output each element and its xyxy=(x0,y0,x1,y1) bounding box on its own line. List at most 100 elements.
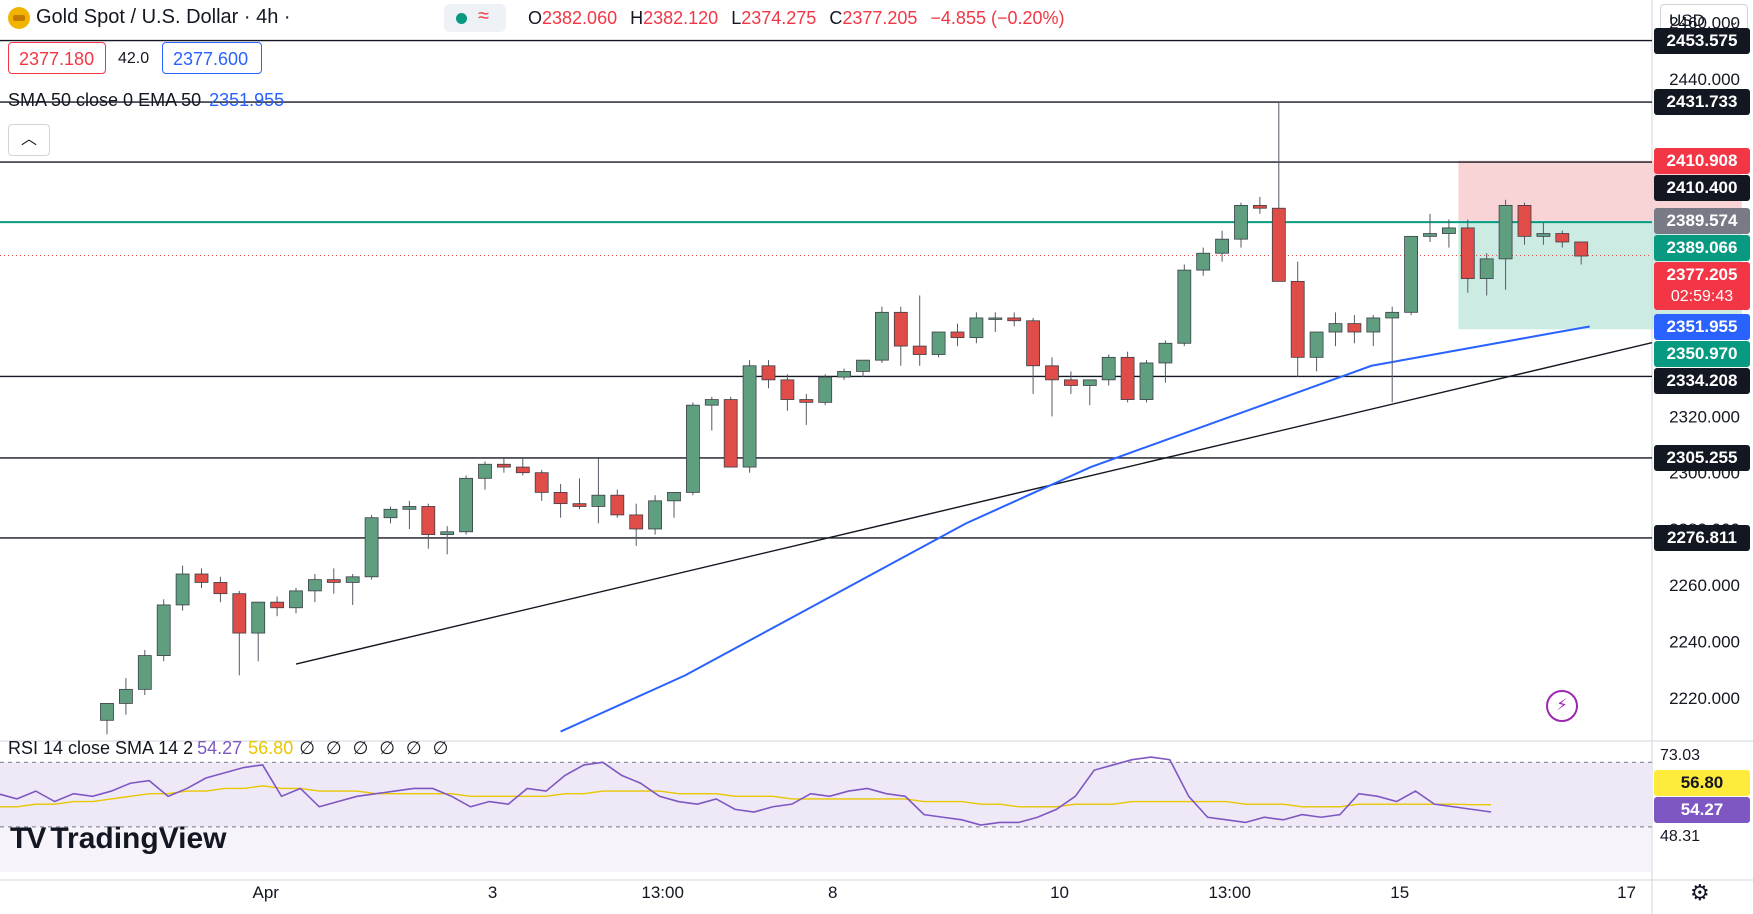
candle xyxy=(553,491,568,505)
candle xyxy=(1347,323,1362,333)
candle xyxy=(1460,227,1475,279)
time-axis-tick: Apr xyxy=(253,883,280,902)
candle xyxy=(1026,320,1040,367)
candle xyxy=(1423,233,1437,237)
candle xyxy=(761,365,776,381)
collapse-legend-button[interactable]: ︿ xyxy=(8,124,50,156)
candle xyxy=(704,399,719,406)
candle xyxy=(648,500,662,530)
candle xyxy=(875,311,889,361)
bar-countdown: 02:59:43 xyxy=(1670,287,1734,305)
tradingview-logo[interactable]: TV TradingView xyxy=(10,822,227,856)
candle xyxy=(1045,365,1059,381)
candle xyxy=(459,477,474,533)
time-axis-tick: 3 xyxy=(488,883,497,902)
trendline xyxy=(295,341,1653,665)
candle xyxy=(307,579,322,592)
gold-symbol-icon xyxy=(8,6,30,29)
last-price-value: 2377.205 xyxy=(1666,264,1738,284)
gear-icon[interactable]: ⚙ xyxy=(1690,880,1710,905)
time-axis-tick: 13:00 xyxy=(1208,883,1251,902)
ohlc-high: 2382.120 xyxy=(643,8,719,28)
candle xyxy=(1158,342,1173,364)
rsi-sma-line xyxy=(0,785,1492,808)
price-axis-tick: 2220.000 xyxy=(1669,689,1740,708)
alert-lightning-icon[interactable]: ⚡ xyxy=(1546,690,1578,722)
candle xyxy=(1574,241,1589,257)
candle xyxy=(1082,379,1097,386)
candle xyxy=(1404,235,1418,313)
candle xyxy=(591,494,606,507)
candle xyxy=(837,371,851,378)
candle xyxy=(1007,317,1022,322)
teal-line-price-label: 2389.066 xyxy=(1654,234,1750,261)
candle xyxy=(1101,356,1116,381)
candle xyxy=(364,517,379,578)
spread-value: 42.0 xyxy=(118,50,150,67)
candle xyxy=(988,317,1003,320)
rsi-sma-axis-label: 56.80 xyxy=(1654,770,1750,796)
stop-loss-price-label: 2410.908 xyxy=(1654,147,1750,174)
candle xyxy=(818,376,833,403)
rsi-axis-label: 54.27 xyxy=(1654,797,1750,823)
candle xyxy=(383,508,398,519)
candle xyxy=(289,590,303,609)
sell-price-button[interactable]: 2377.180 xyxy=(8,42,106,74)
price-label-2431: 2431.733 xyxy=(1654,89,1750,116)
candle xyxy=(931,331,946,355)
ohlc-open: 2382.060 xyxy=(542,8,618,28)
candle xyxy=(1177,269,1192,344)
symbol-title[interactable]: Gold Spot / U.S. Dollar · 4h · xyxy=(8,6,291,29)
entry-price-label: 2389.574 xyxy=(1654,207,1750,234)
candle xyxy=(1215,238,1229,254)
market-status-pill[interactable]: ≈ xyxy=(444,4,506,32)
candle xyxy=(421,506,436,536)
candle xyxy=(1234,204,1248,240)
ema-price-label: 2351.955 xyxy=(1654,313,1750,340)
indicator-legend[interactable]: SMA 50 close 0 EMA 50 2351.955 xyxy=(8,90,284,111)
candle xyxy=(629,514,644,530)
candle xyxy=(326,579,341,583)
price-label-2453: 2453.575 xyxy=(1654,27,1750,54)
rsi-lower-fill xyxy=(0,826,1652,872)
currency-value: USD xyxy=(1669,11,1705,30)
candle xyxy=(270,601,285,609)
rsi-legend[interactable]: RSI 14 close SMA 14 2 54.27 56.80 ∅ ∅ ∅ ∅ ∅… xyxy=(8,738,451,759)
rsi-legend-value: 54.27 xyxy=(197,738,243,758)
candle xyxy=(119,688,133,704)
buy-price-button[interactable]: 2377.600 xyxy=(162,42,262,74)
candle xyxy=(1385,311,1400,319)
indicator-legend-value: 2351.955 xyxy=(209,90,285,110)
candle xyxy=(969,317,984,339)
candle xyxy=(1290,280,1305,358)
tradingview-logo-icon: TV xyxy=(10,822,46,855)
ohlc-close: 2377.205 xyxy=(842,8,918,28)
candle xyxy=(1498,204,1513,260)
candle xyxy=(1555,233,1570,243)
candle xyxy=(1479,258,1494,279)
price-axis-tick: 2320.000 xyxy=(1669,407,1740,426)
candle xyxy=(572,503,587,507)
candle xyxy=(1328,323,1343,333)
rsi-legend-label: RSI 14 close SMA 14 2 xyxy=(8,738,194,758)
brand-name: TradingView xyxy=(50,822,227,855)
price-axis-tick: 2240.000 xyxy=(1669,633,1740,652)
last-price-label: 2377.205 02:59:43 xyxy=(1654,261,1750,310)
candle xyxy=(100,703,114,721)
candle xyxy=(1366,317,1381,333)
ema-50-line xyxy=(560,325,1590,733)
rsi-sma-legend-value: 56.80 xyxy=(248,738,294,758)
time-axis-tick: 13:00 xyxy=(641,883,684,902)
time-axis-tick: 15 xyxy=(1390,883,1409,902)
candle xyxy=(1442,227,1456,234)
candle xyxy=(496,463,511,468)
rsi-line xyxy=(0,756,1492,826)
symbol-title-text: Gold Spot / U.S. Dollar · 4h · xyxy=(36,6,291,28)
rsi-band-lower: 48.31 xyxy=(1660,828,1701,845)
candle xyxy=(402,506,417,510)
candle xyxy=(1064,379,1078,386)
candle xyxy=(667,491,681,502)
candle xyxy=(1120,356,1135,400)
candle xyxy=(213,582,228,595)
